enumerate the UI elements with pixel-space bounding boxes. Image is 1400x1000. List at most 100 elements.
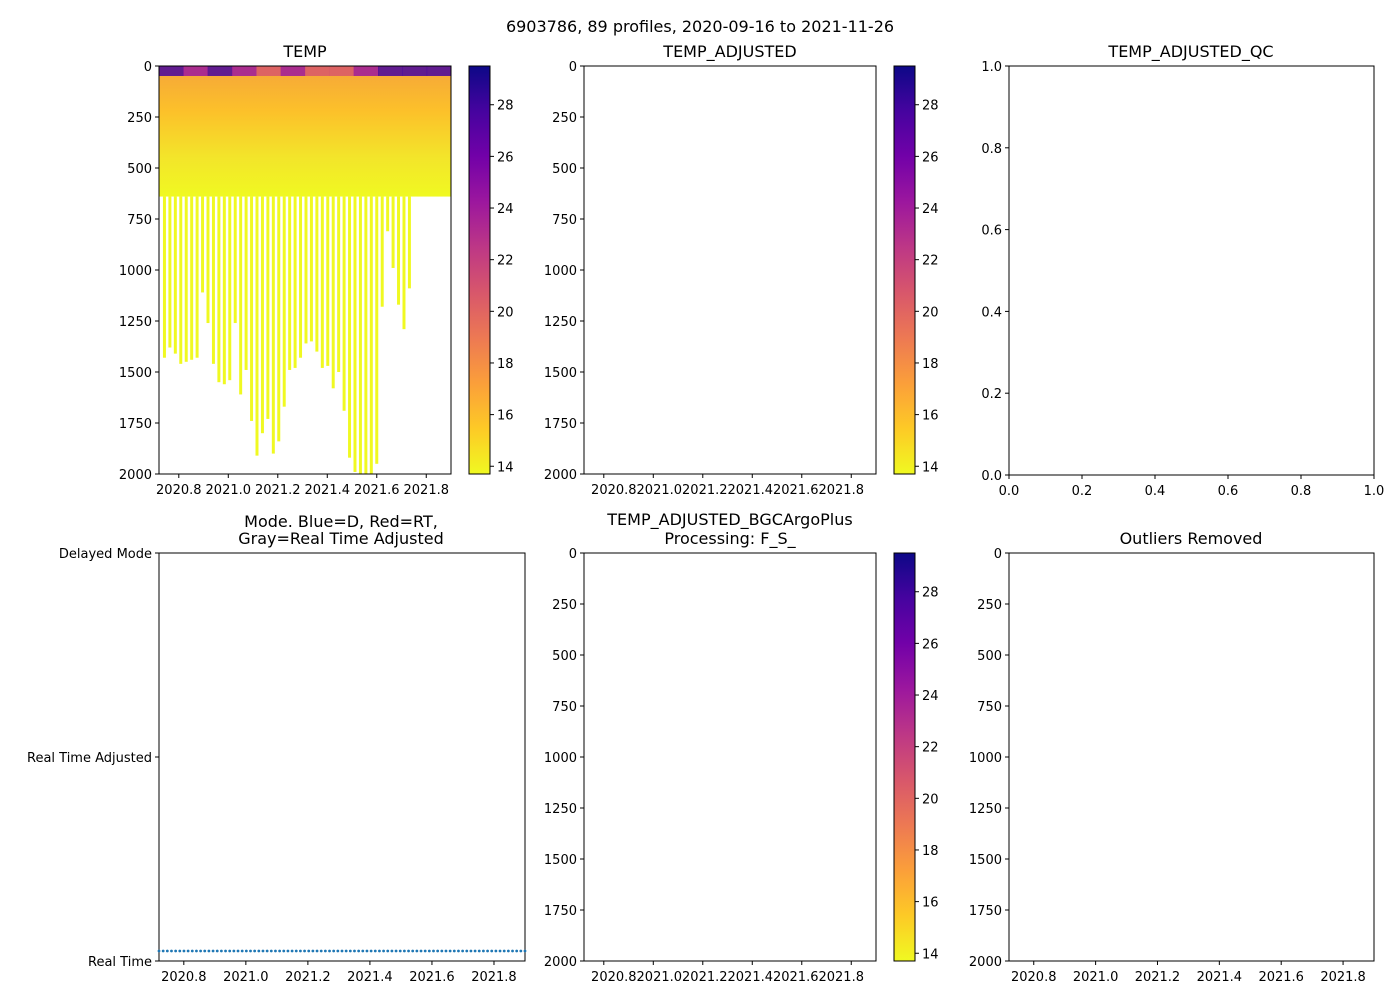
y-tick-label: 1000 — [544, 751, 577, 766]
x-tick-label: 2020.82021.02021.22021.42021.62021.8 — [591, 970, 864, 985]
x-tick-label: 2020.8 — [1011, 970, 1057, 985]
mode-point — [373, 949, 377, 953]
panel-title-temp-adjusted: TEMP_ADJUSTED — [662, 42, 796, 62]
y-tick-label: 1000 — [969, 751, 1002, 766]
colorbar-tick-label: 20 — [922, 305, 939, 320]
colorbar-tick-label: 24 — [922, 689, 939, 704]
y-tick-label: Real Time Adjusted — [27, 751, 152, 766]
mode-point — [353, 949, 356, 953]
profile-bar — [184, 196, 188, 362]
bgc-colorbar: 14 16 18 20 22 24 26 28 — [893, 552, 939, 962]
y-tick-label: 0 — [994, 547, 1002, 562]
colorbar-tick-label: 26 — [922, 637, 939, 652]
mode-point — [228, 949, 232, 953]
surface-cell — [329, 66, 355, 76]
y-tick-label: 2000 — [119, 468, 152, 483]
mode-point — [477, 949, 481, 953]
colorbar-tick-label: 28 — [497, 99, 514, 114]
colorbar-tick-label: 28 — [922, 99, 939, 114]
colorbar-gradient — [893, 552, 916, 962]
colorbar-tick-label: 24 — [497, 202, 514, 217]
temp-adjusted-axis-ticks: 0 250 500 750 1000 1250 1500 1750 2000 2020.82021… — [544, 60, 864, 498]
profile-bar — [299, 196, 303, 358]
profile-bar — [348, 196, 352, 458]
mode-point — [407, 949, 410, 953]
mode-point — [311, 949, 315, 953]
colorbar-tick-label: 16 — [922, 896, 939, 911]
y-tick-label: 1500 — [969, 853, 1002, 868]
mode-point — [369, 949, 373, 953]
x-tick-label: 0.0 — [999, 484, 1020, 499]
colorbar-tick-label: 22 — [922, 254, 939, 269]
mode-point — [440, 949, 444, 953]
mode-point — [328, 949, 331, 953]
profile-bar — [195, 196, 199, 358]
panel-title-temp: TEMP — [282, 42, 327, 61]
colorbar-tick-label: 16 — [922, 409, 939, 424]
outliers-axis-ticks: 0 250 500 750 1000 1250 1500 1750 2000 2020.8 2021… — [969, 547, 1366, 985]
mode-point — [236, 949, 240, 953]
y-tick-label: 1500 — [119, 366, 152, 381]
panel-title-mode-line1: Mode. Blue=D, Red=RT, — [244, 512, 438, 531]
mode-point — [427, 949, 431, 953]
colorbar-tick-label: 28 — [922, 586, 939, 601]
mode-point — [174, 949, 178, 953]
profile-bar — [201, 196, 205, 293]
mode-point — [199, 949, 202, 953]
x-tick-label: 1.0 — [1364, 484, 1385, 499]
profile-bar — [266, 196, 270, 419]
profile-bar — [206, 196, 210, 324]
mode-point — [506, 949, 510, 953]
mode-point — [224, 949, 227, 953]
profile-bar — [342, 196, 346, 411]
surface-cell — [280, 66, 306, 76]
mode-axes-frame — [158, 552, 526, 962]
figure-title: 6903786, 89 profiles, 2020-09-16 to 2021… — [506, 17, 894, 36]
mode-point — [195, 949, 198, 953]
profile-bar — [402, 196, 406, 330]
profile-bar — [386, 196, 390, 232]
mode-point — [282, 949, 286, 953]
profile-bar — [320, 196, 324, 368]
profile-bar — [233, 196, 237, 324]
profile-bar — [250, 196, 254, 421]
mode-point — [494, 949, 498, 953]
mode-point — [436, 949, 440, 953]
mode-point — [498, 949, 502, 953]
profile-bar — [407, 196, 411, 289]
mode-point — [286, 949, 290, 953]
y-tick-label: 0.6 — [981, 224, 1002, 239]
surface-cell — [378, 66, 403, 76]
colorbar-tick-label: 22 — [922, 741, 939, 756]
temp-adjusted-qc-axes-frame — [1008, 65, 1375, 476]
mode-point — [444, 949, 448, 953]
colorbar-tick-label: 26 — [922, 150, 939, 165]
profile-bar — [288, 196, 292, 370]
y-tick-label: 1750 — [119, 417, 152, 432]
mode-point — [457, 949, 460, 953]
mode-point — [432, 949, 435, 953]
x-tick-label: 2021.0 — [206, 483, 252, 498]
mode-point — [186, 949, 190, 953]
y-tick-label: 2000 — [544, 955, 577, 970]
mode-point — [278, 949, 282, 953]
colorbar-tick-label: 18 — [497, 357, 514, 372]
y-tick-label: 1500 — [544, 366, 577, 381]
mode-point — [161, 949, 165, 953]
y-tick-label: 500 — [127, 162, 152, 177]
panel-title-mode-line2: Gray=Real Time Adjusted — [238, 529, 444, 548]
surface-cell — [159, 66, 184, 76]
panel-title-outliers: Outliers Removed — [1120, 529, 1263, 548]
colorbar-tick-label: 16 — [497, 409, 514, 424]
outliers-axes-frame — [1008, 552, 1375, 962]
temp-axis-ticks: 0 250 500 750 1000 1250 1500 1750 2000 2020.8 2021… — [119, 60, 449, 498]
mode-point — [482, 949, 485, 953]
temp-adjusted-axes-frame — [583, 65, 877, 475]
y-tick-label: 0 — [144, 60, 152, 75]
y-tick-label: 2000 — [544, 468, 577, 483]
y-tick-label: 0 — [569, 60, 577, 75]
colorbar-tick-label: 14 — [497, 460, 514, 475]
y-tick-label: Delayed Mode — [59, 547, 152, 562]
colorbar-tick-label: 14 — [922, 947, 939, 962]
mode-point — [244, 949, 248, 953]
